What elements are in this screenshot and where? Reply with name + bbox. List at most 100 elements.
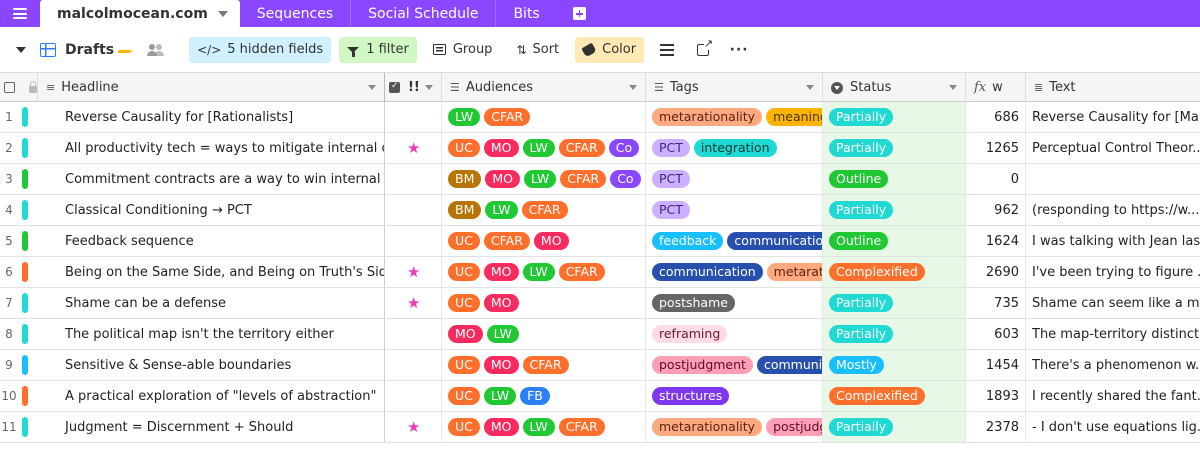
tags-cell[interactable]: PCT (646, 195, 823, 225)
tags-cell[interactable]: PCT (646, 164, 823, 194)
word-count-cell[interactable]: 603 (966, 319, 1026, 349)
table-row[interactable]: 3 Commitment contracts are a way to win i… (0, 164, 1200, 195)
hidden-fields-button[interactable]: </> 5 hidden fields (189, 36, 332, 63)
chevron-down-icon[interactable] (949, 85, 957, 90)
table-row[interactable]: 1 Reverse Causality for [Rationalists] LW C… (0, 102, 1200, 133)
table-row[interactable]: 7 Shame can be a defense ★ UC MO postshame Par… (0, 288, 1200, 319)
headline-cell[interactable]: Feedback sequence (38, 226, 385, 256)
audiences-cell[interactable]: BM MO LW CFAR Co (442, 164, 646, 194)
text-cell[interactable]: I've been trying to figure ... (1032, 264, 1200, 280)
status-cell[interactable]: Complexified (823, 257, 966, 287)
column-header-star[interactable]: !! (385, 73, 442, 102)
table-row[interactable]: 11 Judgment = Discernment + Should ★ UC MO LW… (0, 412, 1200, 443)
headline-cell[interactable]: Being on the Same Side, and Being on Tru… (38, 257, 385, 287)
column-header-headline[interactable]: ≡ Headline (38, 73, 385, 102)
table-row[interactable]: 5 Feedback sequence UC CFAR MO feedback commun… (0, 226, 1200, 257)
collapse-caret-icon[interactable] (16, 46, 26, 53)
headline-cell[interactable]: The political map isn't the territory ei… (38, 319, 385, 349)
star-cell[interactable] (385, 195, 442, 225)
share-view-button[interactable] (690, 37, 716, 63)
audiences-cell[interactable]: UC MO (442, 288, 646, 318)
star-cell[interactable] (385, 350, 442, 380)
star-cell[interactable] (385, 164, 442, 194)
text-cell[interactable]: - I don't use equations lig... (1032, 419, 1200, 435)
audiences-cell[interactable]: UC LW FB (442, 381, 646, 411)
status-cell[interactable]: Partially (823, 102, 966, 132)
tags-cell[interactable]: postjudgmentcommunication (646, 350, 823, 380)
audiences-cell[interactable]: BM LW CFAR (442, 195, 646, 225)
select-all-checkbox[interactable] (4, 82, 15, 93)
status-cell[interactable]: Partially (823, 288, 966, 318)
star-cell[interactable]: ★ (385, 257, 442, 287)
text-cell[interactable]: Shame can seem like a me... (1032, 295, 1200, 311)
star-cell[interactable] (385, 319, 442, 349)
row-height-button[interactable] (654, 37, 680, 63)
audiences-cell[interactable]: UC MO CFAR (442, 350, 646, 380)
text-cell[interactable]: (responding to https://w... (1032, 202, 1200, 218)
status-cell[interactable]: Outline (823, 226, 966, 256)
star-cell[interactable] (385, 381, 442, 411)
headline-cell[interactable]: Shame can be a defense (38, 288, 385, 318)
text-cell[interactable]: There's a phenomenon w... (1032, 357, 1200, 373)
chevron-down-icon[interactable] (368, 85, 376, 90)
audiences-cell[interactable]: UC MO LW CFAR (442, 257, 646, 287)
text-cell[interactable]: Perceptual Control Theor... (1032, 140, 1200, 156)
headline-cell[interactable]: Reverse Causality for [Rationalists] (38, 102, 385, 132)
tab-social-schedule[interactable]: Social Schedule (351, 0, 497, 27)
menu-button[interactable] (0, 0, 40, 27)
column-header-w[interactable]: fx w (966, 73, 1026, 102)
text-cell[interactable]: I was talking with Jean las... (1032, 233, 1200, 249)
audiences-cell[interactable]: UC CFAR MO (442, 226, 646, 256)
word-count-cell[interactable]: 2378 (966, 412, 1026, 442)
headline-cell[interactable]: All productivity tech = ways to mitigate… (38, 133, 385, 163)
tags-cell[interactable]: feedback communication (646, 226, 823, 256)
headline-cell[interactable]: Sensitive & Sense-able boundaries (38, 350, 385, 380)
more-options-button[interactable]: ··· (726, 37, 752, 63)
tags-cell[interactable]: postshame (646, 288, 823, 318)
table-row[interactable]: 6 Being on the Same Side, and Being on Tr… (0, 257, 1200, 288)
chevron-down-icon[interactable] (425, 85, 433, 90)
headline-cell[interactable]: Judgment = Discernment + Should (38, 412, 385, 442)
collaborative-view-icon[interactable] (147, 43, 165, 56)
star-cell[interactable] (385, 226, 442, 256)
status-cell[interactable]: Partially (823, 133, 966, 163)
word-count-cell[interactable]: 1454 (966, 350, 1026, 380)
table-row[interactable]: 10 A practical exploration of "levels of … (0, 381, 1200, 412)
tab-sequences[interactable]: Sequences (240, 0, 352, 27)
text-cell[interactable] (1026, 164, 1200, 194)
chevron-down-icon[interactable] (629, 85, 637, 90)
star-cell[interactable]: ★ (385, 133, 442, 163)
sort-button[interactable]: ⇅ Sort (508, 37, 567, 63)
status-cell[interactable]: Complexified (823, 381, 966, 411)
tags-cell[interactable]: reframing (646, 319, 823, 349)
tab-base-name[interactable]: malcolmocean.com (40, 0, 240, 27)
status-cell[interactable]: Mostly (823, 350, 966, 380)
status-cell[interactable]: Partially (823, 319, 966, 349)
view-name[interactable]: Drafts (65, 41, 115, 58)
text-cell[interactable]: Reverse Causality for [Ma... (1032, 109, 1200, 125)
star-cell[interactable]: ★ (385, 412, 442, 442)
group-button[interactable]: Group (425, 37, 501, 63)
column-header-status[interactable]: Status (823, 73, 966, 102)
chevron-down-icon[interactable] (217, 10, 228, 17)
word-count-cell[interactable]: 1893 (966, 381, 1026, 411)
add-table-button[interactable] (572, 7, 586, 20)
audiences-cell[interactable]: UC MO LW CFAR (442, 412, 646, 442)
word-count-cell[interactable]: 2690 (966, 257, 1026, 287)
headline-cell[interactable]: Classical Conditioning → PCT (38, 195, 385, 225)
filter-button[interactable]: 1 filter (339, 36, 417, 63)
status-cell[interactable]: Partially (823, 195, 966, 225)
color-button[interactable]: Color (575, 36, 645, 63)
column-header-audiences[interactable]: ☰ Audiences (442, 73, 646, 102)
word-count-cell[interactable]: 0 (966, 164, 1026, 194)
headline-cell[interactable]: A practical exploration of "levels of ab… (38, 381, 385, 411)
table-row[interactable]: 9 Sensitive & Sense-able boundaries UC MO CF… (0, 350, 1200, 381)
audiences-cell[interactable]: UC MO LW CFAR Co (442, 133, 646, 163)
chevron-down-icon[interactable] (806, 85, 814, 90)
status-cell[interactable]: Partially (823, 412, 966, 442)
word-count-cell[interactable]: 1624 (966, 226, 1026, 256)
status-cell[interactable]: Outline (823, 164, 966, 194)
audiences-cell[interactable]: LW CFAR (442, 102, 646, 132)
tab-bits[interactable]: Bits (496, 0, 556, 27)
star-cell[interactable]: ★ (385, 288, 442, 318)
